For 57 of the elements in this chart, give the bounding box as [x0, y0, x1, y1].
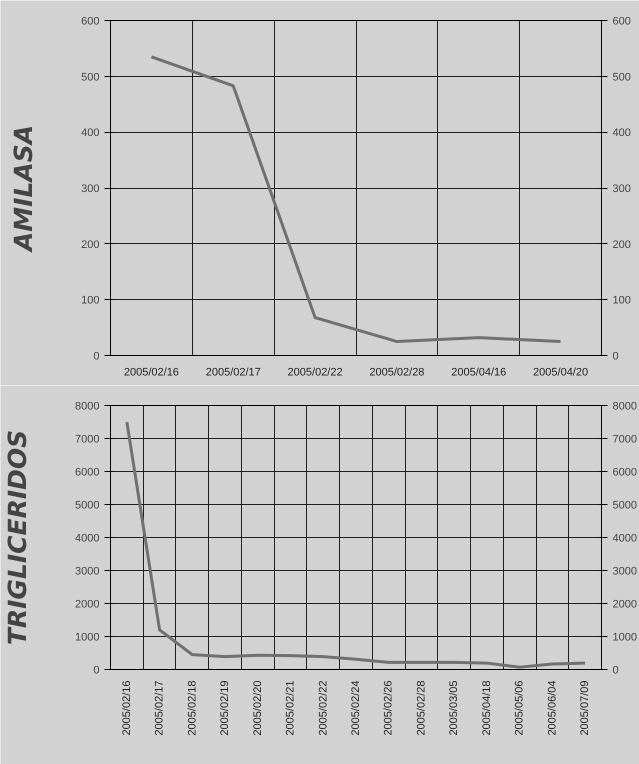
y2-tick-label: 1000: [612, 632, 637, 644]
y-tick-label: 300: [81, 183, 100, 195]
y2-tick-label: 500: [612, 71, 631, 84]
x-tick-label: 2005/02/28: [369, 366, 424, 378]
line-series: [125, 420, 587, 669]
x-tick-label: 2005/02/19: [219, 680, 232, 736]
y-tick-label: 3000: [75, 566, 100, 578]
y-tick-label: 500: [81, 71, 100, 84]
x-tick-label: 2005/02/28: [415, 680, 428, 736]
y-tick-label: 100: [81, 294, 100, 307]
y2-tick-label: 0: [612, 664, 619, 676]
y2-tick-label: 300: [612, 183, 631, 195]
y-tick-label: 400: [81, 127, 100, 140]
x-tick-label: 2005/02/22: [317, 680, 330, 736]
x-tick-label: 2005/02/16: [124, 366, 179, 378]
y2-tick-label: 8000: [612, 400, 637, 412]
x-tick-label: 2005/02/17: [206, 366, 261, 378]
x-tick-label: 2005/05/06: [514, 680, 526, 736]
y-tick-label: 7000: [75, 434, 100, 446]
x-tick-label: 2005/02/24: [350, 680, 362, 736]
y-tick-label: 4000: [75, 532, 100, 544]
y2-tick-label: 4000: [612, 532, 637, 544]
x-tick-label: 2005/02/26: [382, 680, 395, 736]
x-tick-label: 2005/06/04: [546, 680, 558, 736]
x-tick-label: 2005/02/17: [154, 680, 166, 736]
x-tick-label: 2005/03/05: [448, 680, 460, 736]
y2-tick-label: 600: [612, 16, 631, 28]
x-tick-label: 2005/02/21: [284, 680, 297, 736]
y2-tick-label: 7000: [612, 434, 637, 446]
y-tick-label: 6000: [75, 466, 100, 478]
x-tick-label: 2005/02/16: [120, 680, 133, 736]
y-tick-label: 2000: [75, 598, 100, 610]
x-tick-label: 2005/04/18: [480, 680, 493, 736]
y2-tick-label: 3000: [612, 566, 637, 578]
line-series: [150, 55, 562, 344]
y-tick-label: 1000: [75, 632, 100, 644]
y2-tick-label: 2000: [612, 598, 637, 610]
y-tick-label: 0: [93, 664, 100, 676]
y-tick-label: 8000: [75, 400, 100, 412]
y-tick-label: 200: [81, 238, 100, 251]
y-tick-label: 600: [81, 16, 100, 28]
y2-tick-label: 5000: [612, 500, 637, 512]
y2-tick-label: 200: [612, 238, 631, 251]
x-tick-label: 2005/02/20: [252, 680, 264, 736]
x-tick-label: 2005/07/09: [579, 680, 592, 736]
y2-tick-label: 0: [612, 350, 619, 362]
x-tick-label: 2005/02/18: [186, 680, 198, 736]
y-axis-title: AMILASA: [9, 124, 38, 254]
y-tick-label: 5000: [75, 500, 100, 512]
x-tick-label: 2005/02/22: [288, 366, 343, 378]
y-axis-title: TRIGLICERIDOS: [3, 430, 32, 646]
y2-tick-label: 6000: [612, 466, 637, 478]
y-tick-label: 0: [93, 350, 100, 362]
y2-tick-label: 100: [612, 294, 631, 307]
y2-tick-label: 400: [612, 127, 631, 140]
x-tick-label: 2005/04/20: [533, 366, 588, 378]
x-tick-label: 2005/04/16: [451, 366, 506, 378]
